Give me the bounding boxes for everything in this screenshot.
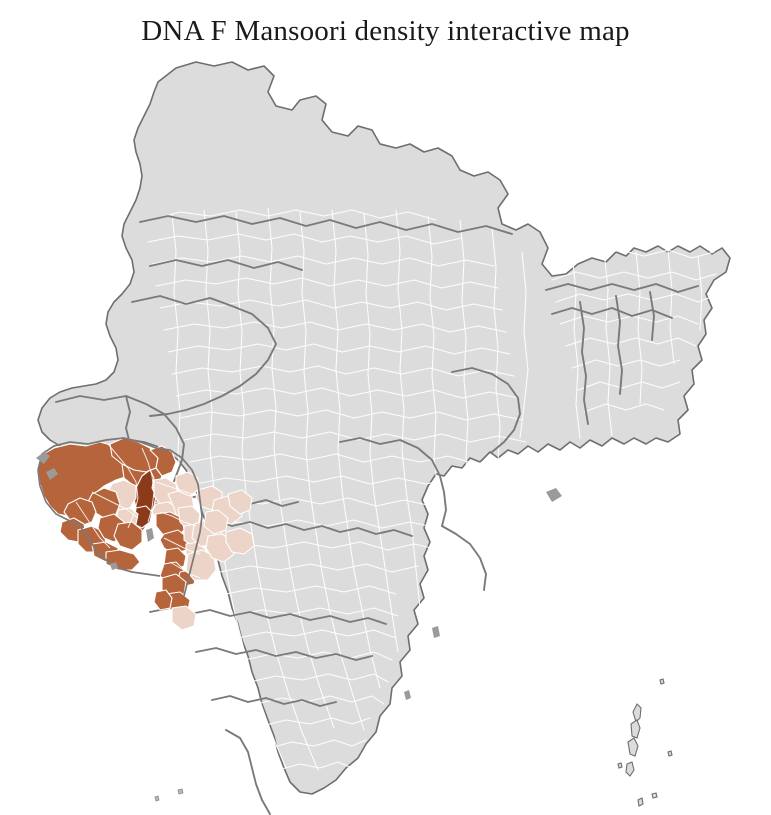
coast-gulf-khambhat bbox=[146, 528, 154, 542]
region-mumbai[interactable] bbox=[153, 589, 173, 611]
india-choropleth-map[interactable] bbox=[0, 52, 771, 815]
island-middle-andaman bbox=[630, 719, 641, 739]
coastal-detail-group bbox=[36, 452, 562, 700]
region-mp-east[interactable] bbox=[227, 489, 253, 515]
island-south-andaman bbox=[627, 737, 639, 757]
island-barren bbox=[667, 750, 673, 757]
region-sabarkantha[interactable] bbox=[149, 445, 177, 477]
region-jalgaon[interactable] bbox=[225, 527, 255, 555]
lakshadweep-islands-group bbox=[154, 788, 184, 802]
coast-tamilnadu-east bbox=[432, 626, 440, 638]
gujarat-state-outline bbox=[37, 437, 203, 597]
island-nicobar-dot1 bbox=[651, 792, 658, 799]
island-north-andaman bbox=[632, 703, 642, 724]
island-andaman-dot2 bbox=[617, 762, 623, 769]
andaman-nicobar-islands-group bbox=[617, 678, 673, 807]
colored-zone-seams bbox=[75, 443, 201, 579]
india-outline bbox=[37, 61, 731, 795]
region-bhavnagar[interactable] bbox=[113, 521, 143, 551]
coast-bengal-sundarbans bbox=[546, 488, 562, 502]
island-car-nicobar bbox=[637, 797, 644, 807]
region-barwani[interactable] bbox=[203, 509, 229, 535]
coast-diu bbox=[110, 562, 118, 570]
coast-rann bbox=[46, 468, 58, 480]
island-lakshadweep-2 bbox=[177, 788, 184, 795]
india-map-container[interactable] bbox=[0, 52, 771, 815]
coast-pondicherry bbox=[404, 690, 411, 700]
page-title: DNA F Mansoori density interactive map bbox=[141, 15, 630, 47]
island-narcondam bbox=[659, 678, 665, 685]
island-lakshadweep-1 bbox=[154, 795, 160, 802]
coast-gujarat-kutch-tip bbox=[36, 452, 50, 464]
region-kachchh[interactable] bbox=[37, 441, 143, 517]
district-borders-group bbox=[147, 207, 717, 773]
india-landmass-group bbox=[37, 61, 731, 795]
region-raigad[interactable] bbox=[171, 605, 197, 631]
island-little-andaman bbox=[625, 761, 635, 777]
